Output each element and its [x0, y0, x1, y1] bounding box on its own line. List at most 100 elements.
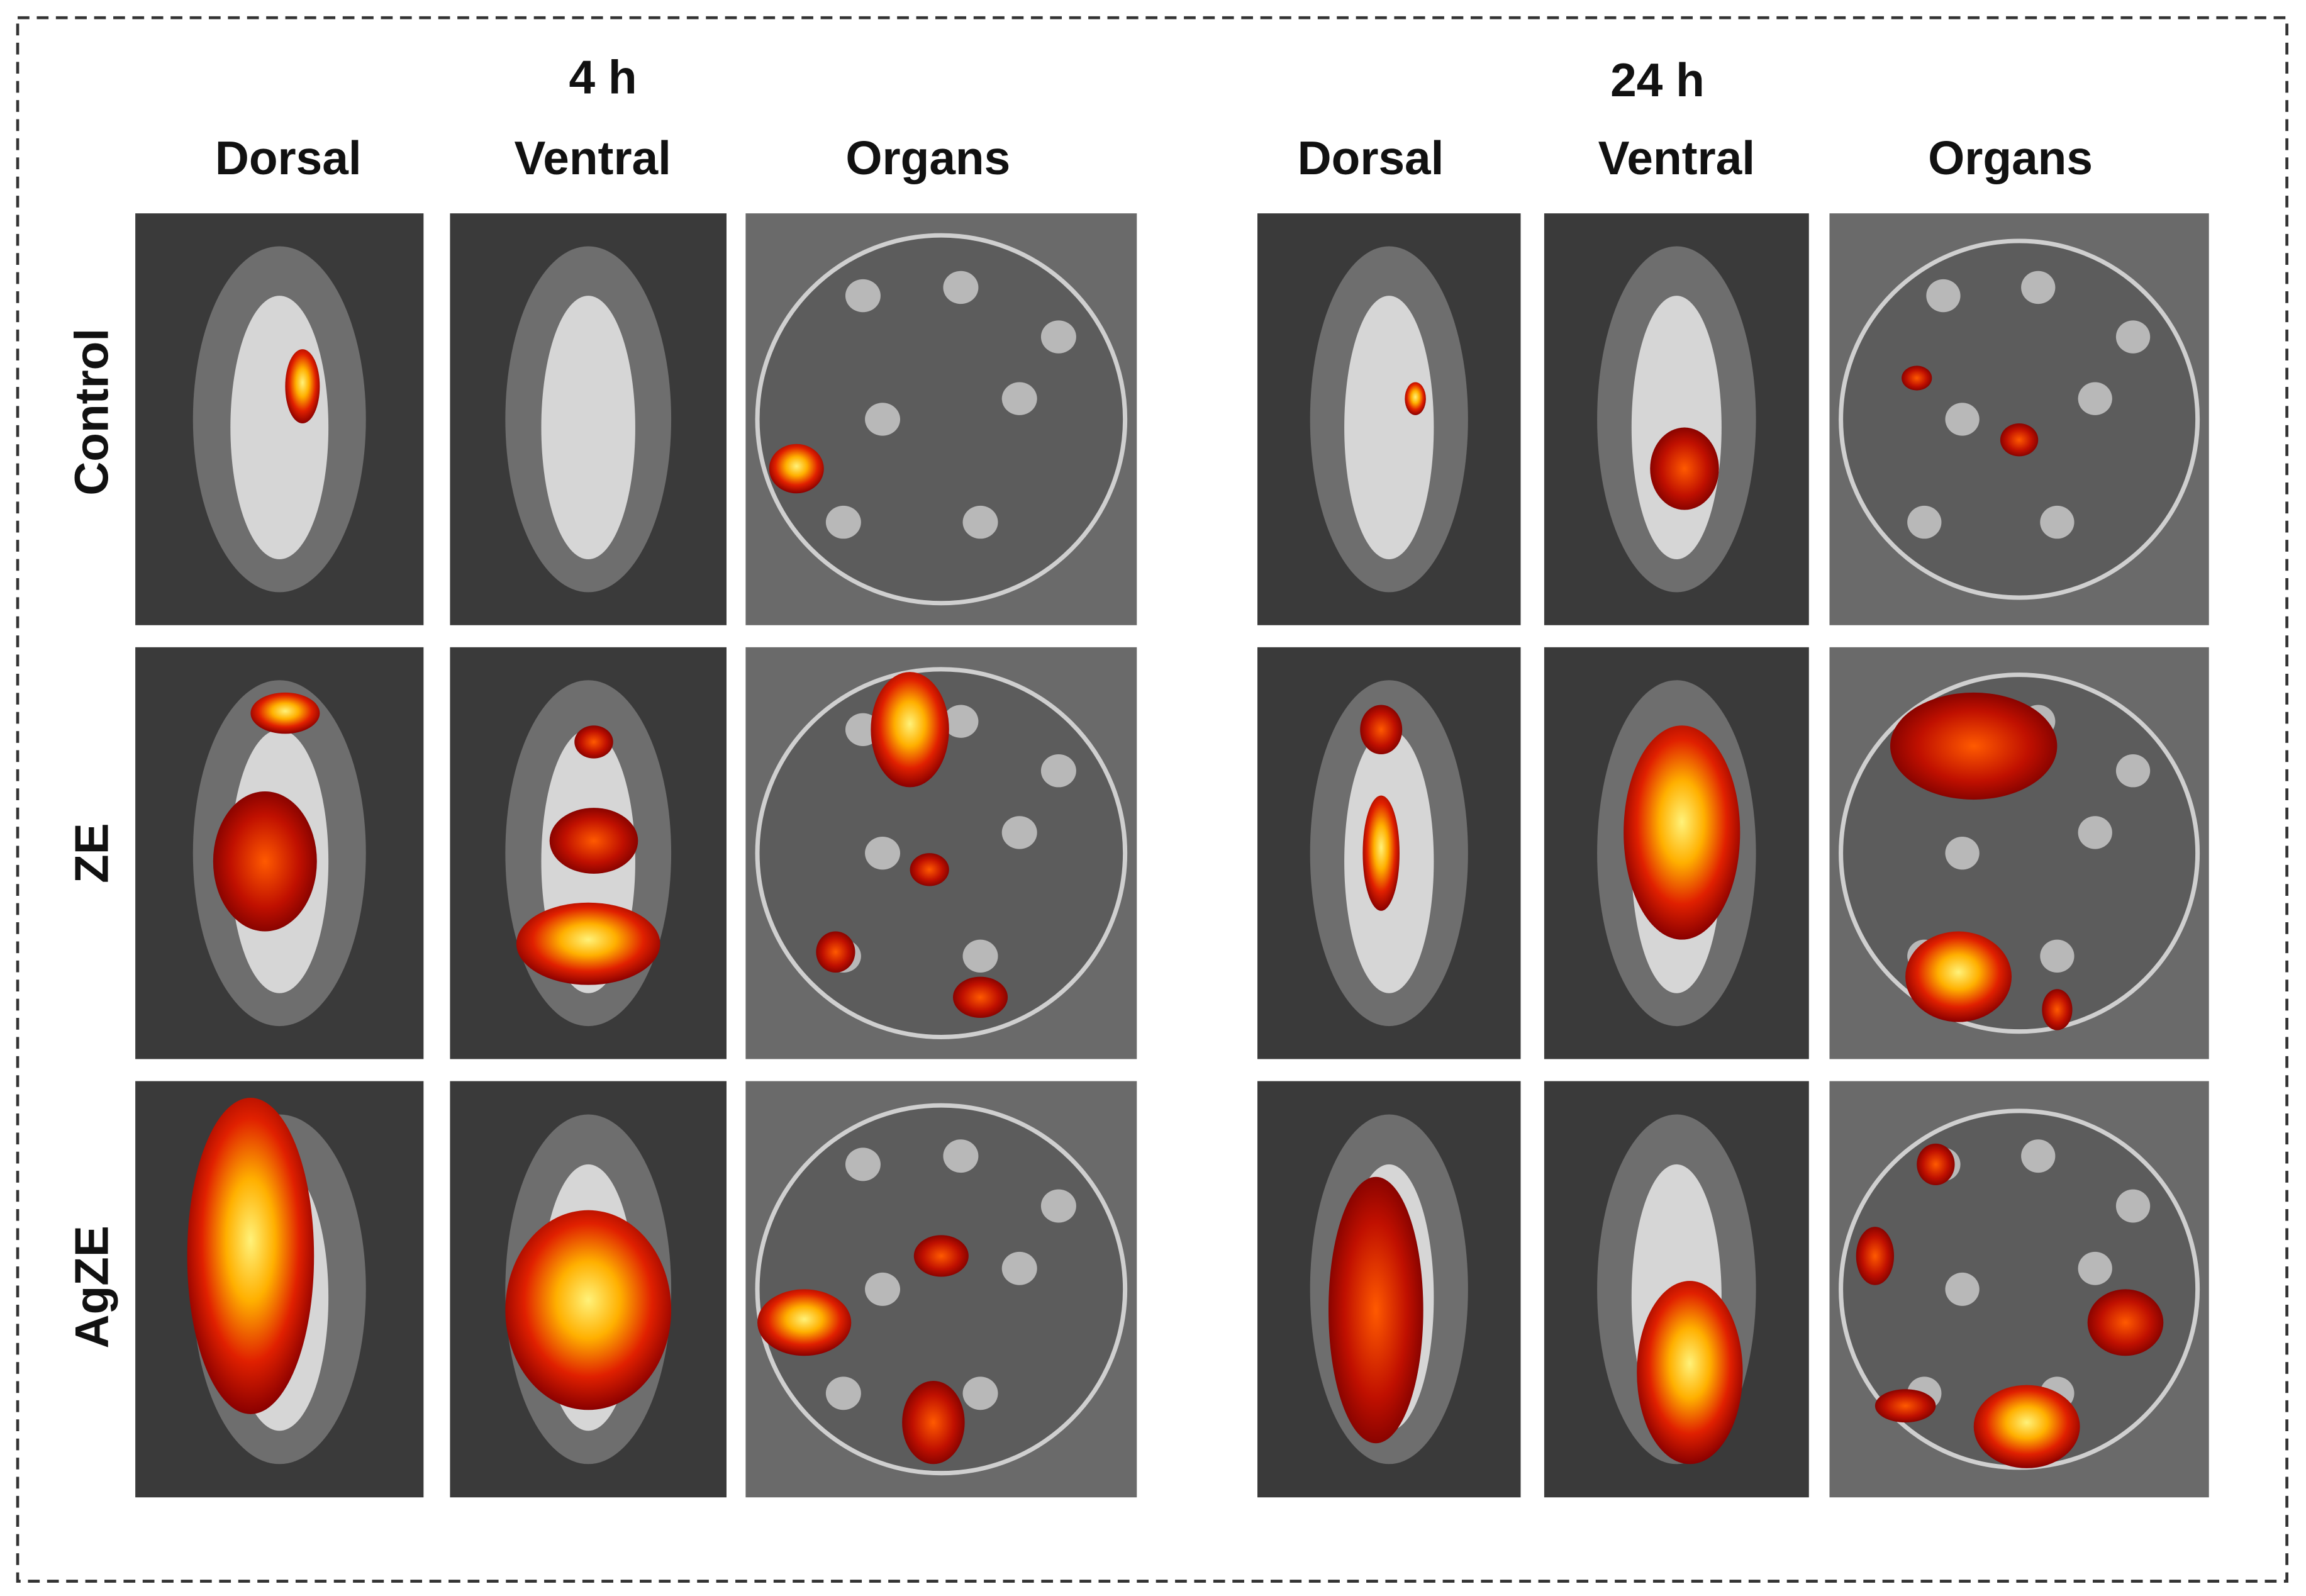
organ — [1040, 1189, 1076, 1223]
organ — [1945, 1272, 1980, 1306]
organ — [2021, 271, 2056, 304]
fluorescence — [516, 902, 660, 985]
fluorescence — [871, 672, 949, 788]
image-panel — [450, 1081, 727, 1498]
organ — [962, 1376, 998, 1410]
fluorescence — [1360, 705, 1403, 755]
fluorescence — [1328, 1176, 1423, 1444]
fluorescence — [1856, 1227, 1895, 1285]
organ — [1945, 403, 1980, 436]
view-label: Ventral — [1598, 131, 1755, 184]
organ — [943, 1139, 979, 1173]
fluorescence — [1917, 1143, 1955, 1185]
organ — [1001, 1251, 1037, 1285]
fluorescence — [549, 808, 638, 874]
organ — [943, 271, 979, 304]
organ — [865, 403, 901, 436]
image-panel — [135, 1081, 424, 1498]
fluorescence — [2087, 1289, 2164, 1356]
view-label: Organs — [1928, 131, 2093, 184]
fluorescence — [952, 976, 1008, 1018]
petri-dish — [1839, 238, 2200, 600]
organ — [962, 939, 998, 973]
organ — [962, 505, 998, 539]
image-panel — [135, 213, 424, 625]
organ — [2078, 1251, 2112, 1285]
organ — [825, 1376, 861, 1410]
fluorescence — [1624, 725, 1741, 940]
fluorescence — [505, 1210, 672, 1410]
organ — [2115, 1189, 2151, 1223]
organ — [2078, 382, 2112, 415]
fluorescence — [1905, 931, 2012, 1022]
row-label: AgZE — [65, 1225, 118, 1348]
organ — [845, 279, 881, 313]
time-label: 24 h — [1610, 53, 1705, 106]
image-panel — [1544, 1081, 1809, 1498]
mouse-belly — [230, 296, 329, 560]
fluorescence — [2000, 423, 2039, 457]
image-panel — [745, 647, 1137, 1059]
row-label: Control — [65, 328, 118, 496]
fluorescence — [910, 853, 949, 886]
organ — [1040, 320, 1076, 354]
organ — [845, 1147, 881, 1181]
organ — [865, 836, 901, 870]
image-panel — [1544, 213, 1809, 625]
fluorescence — [1890, 692, 2058, 800]
organ — [1907, 505, 1942, 539]
fluorescence — [213, 791, 317, 932]
fluorescence — [913, 1235, 969, 1277]
fluorescence — [1405, 382, 1426, 415]
organ — [943, 705, 979, 738]
image-panel — [135, 647, 424, 1059]
image-panel — [1829, 213, 2209, 625]
fluorescence — [1973, 1385, 2080, 1468]
view-label: Dorsal — [215, 131, 362, 184]
organ — [2040, 939, 2075, 973]
organ — [865, 1272, 901, 1306]
organ — [1945, 836, 1980, 870]
organ — [2040, 505, 2075, 539]
organ — [2115, 320, 2151, 354]
image-panel — [745, 1081, 1137, 1498]
fluorescence — [574, 725, 613, 759]
fluorescence — [816, 931, 855, 973]
organ — [2078, 816, 2112, 849]
fluorescence — [1650, 427, 1719, 510]
image-panel — [450, 647, 727, 1059]
image-panel — [450, 213, 727, 625]
fluorescence — [1362, 795, 1400, 911]
fluorescence — [1874, 1389, 1936, 1423]
image-panel — [1257, 647, 1521, 1059]
organ — [2115, 754, 2151, 788]
mouse-belly — [1631, 296, 1722, 560]
image-panel — [1829, 1081, 2209, 1498]
mouse-belly — [541, 296, 635, 560]
organ — [2021, 1139, 2056, 1173]
view-label: Dorsal — [1298, 131, 1444, 184]
mouse-belly — [1344, 296, 1434, 560]
image-panel — [1544, 647, 1809, 1059]
image-panel — [1257, 1081, 1521, 1498]
organ — [1040, 754, 1076, 788]
fluorescence — [902, 1380, 965, 1465]
image-panel — [1257, 213, 1521, 625]
image-panel — [745, 213, 1137, 625]
fluorescence — [285, 349, 320, 424]
organ — [1926, 279, 1961, 313]
fluorescence — [1902, 366, 1932, 391]
fluorescence — [1637, 1281, 1743, 1465]
fluorescence — [187, 1098, 315, 1414]
time-label: 4 h — [569, 50, 637, 103]
fluorescence — [757, 1289, 852, 1356]
organ — [1001, 382, 1037, 415]
organ — [825, 505, 861, 539]
fluorescence — [769, 444, 824, 494]
fluorescence — [2042, 989, 2073, 1030]
image-panel — [1829, 647, 2209, 1059]
view-label: Ventral — [514, 131, 671, 184]
row-label: ZE — [65, 823, 118, 883]
view-label: Organs — [845, 131, 1010, 184]
